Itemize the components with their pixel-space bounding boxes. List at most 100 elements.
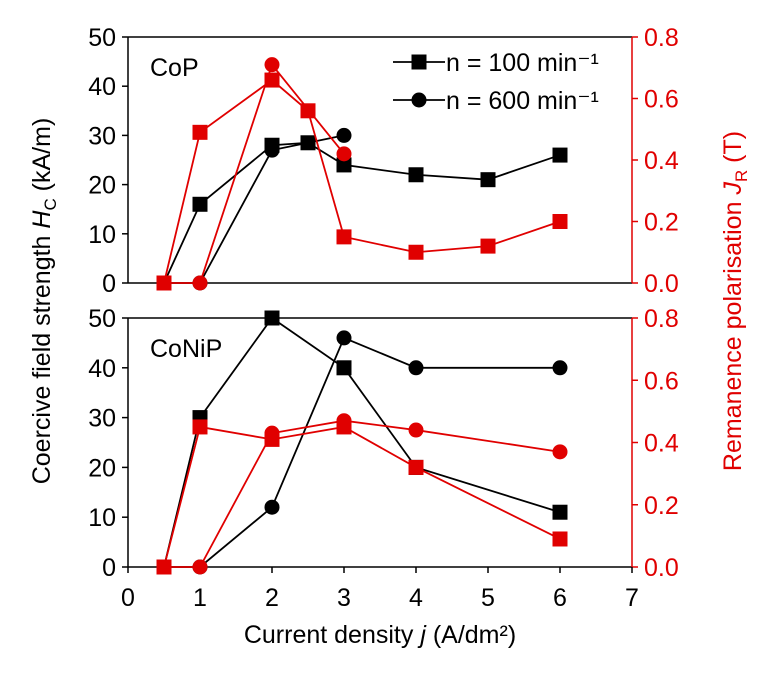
- y-left-axis-title: Coercive field strength HC (kA/m): [28, 118, 60, 485]
- x-axis-title: Current density j (A/dm²): [244, 621, 516, 649]
- data-point-circle: [336, 127, 352, 143]
- data-point-square: [552, 214, 568, 229]
- panel-label: CoNiP: [150, 335, 222, 363]
- data-point-circle: [336, 413, 352, 429]
- chart-panels: 010203040500.00.20.40.60.8CoP01020304050…: [88, 24, 679, 612]
- y-left-tick-label: 10: [88, 221, 116, 249]
- data-point-circle: [264, 57, 280, 73]
- data-point-square: [408, 244, 424, 260]
- data-point-square: [408, 167, 424, 183]
- x-tick-label: 6: [553, 584, 567, 612]
- series-line: [164, 134, 345, 284]
- data-point-square: [336, 157, 352, 173]
- x-tick-label: 0: [121, 584, 135, 612]
- x-tick-label: 3: [337, 584, 351, 612]
- legend-label: n = 100 min⁻¹: [446, 49, 599, 77]
- legend-entry: n = 600 min⁻¹: [393, 87, 599, 115]
- y-left-tick-label: 20: [88, 172, 116, 200]
- y-right-tick-label: 0.4: [644, 147, 679, 175]
- y-right-tick-label: 0.6: [644, 86, 679, 114]
- data-point-square: [552, 147, 568, 163]
- y-right-title-sub: R: [732, 170, 751, 182]
- data-point-circle: [336, 146, 352, 162]
- x-axis-title-var: j: [417, 621, 427, 649]
- panel-label: CoP: [150, 54, 199, 82]
- y-right-title-main: Remanence polarisation: [719, 195, 747, 472]
- x-tick-label: 5: [481, 584, 495, 612]
- data-point-square: [192, 419, 208, 435]
- series-hc-n-600: [156, 330, 568, 575]
- data-point-circle: [264, 499, 280, 515]
- y-right-title-var: J: [719, 182, 747, 196]
- data-point-circle: [264, 142, 280, 158]
- y-right-title-unit: (T): [719, 131, 747, 170]
- panel-conip: 0 10 20 30 40 50 0.0 0.2 0.4 0.6 0.8 0 1 2 3 4 5 6 7 CoNiP: [88, 305, 679, 612]
- series-line: [164, 336, 560, 568]
- series-line: [163, 78, 561, 284]
- data-point-square: [192, 124, 208, 140]
- y-left-title-var: H: [28, 210, 56, 229]
- y-left-tick-label: 50: [88, 24, 116, 52]
- series-line: [163, 425, 561, 568]
- data-point-square: [192, 196, 208, 212]
- series-jr-n-600: [156, 413, 568, 575]
- data-point-square: [408, 459, 424, 475]
- y-right-tick-label: 0.8: [644, 305, 679, 333]
- legend-circle-marker: [411, 92, 427, 108]
- y-left-title-sub: C: [41, 198, 60, 210]
- x-axis-title-main: Current density: [244, 621, 420, 649]
- legend-label: n = 600 min⁻¹: [446, 87, 599, 115]
- data-point-circle: [192, 559, 208, 575]
- legend-entry: n = 100 min⁻¹: [393, 49, 599, 77]
- y-left-tick-label: 50: [88, 305, 116, 333]
- y-right-tick-label: 0.2: [644, 492, 679, 520]
- data-point-square: [336, 229, 352, 245]
- x-tick-label: 7: [625, 584, 639, 612]
- data-point-square: [552, 504, 568, 520]
- y-right-tick-label: 0.2: [644, 209, 679, 237]
- y-left-tick-label: 10: [88, 504, 116, 532]
- data-point-square: [552, 531, 568, 547]
- legend: n = 100 min⁻¹ n = 600 min⁻¹: [393, 49, 599, 115]
- data-point-circle: [408, 422, 424, 438]
- y-left-title-main: Coercive field strength: [28, 229, 56, 485]
- legend-square-marker: [411, 54, 427, 70]
- y-left-tick-label: 0: [102, 270, 116, 298]
- series-line: [163, 316, 561, 568]
- y-left-tick-label: 0: [102, 554, 116, 582]
- x-tick-label: 2: [265, 584, 279, 612]
- data-point-square: [480, 238, 496, 254]
- data-point-circle: [156, 275, 172, 291]
- y-right-tick-label: 0.8: [644, 24, 679, 52]
- data-point-circle: [264, 425, 280, 441]
- data-point-circle: [192, 275, 208, 291]
- data-point-circle: [552, 360, 568, 376]
- y-right-tick-label: 0.0: [644, 554, 679, 582]
- y-left-tick-label: 40: [88, 355, 116, 383]
- panel-cop: 0 10 20 30 40 50 0.0 0.2 0.4 0.6 0.8 CoP: [88, 24, 679, 298]
- y-left-tick-label: 20: [88, 454, 116, 482]
- data-point-circle: [156, 559, 172, 575]
- data-point-circle: [336, 330, 352, 346]
- data-point-square: [336, 360, 352, 376]
- y-left-tick-label: 40: [88, 73, 116, 101]
- y-right-tick-label: 0.0: [644, 270, 679, 298]
- series-jr-n-600: [156, 57, 352, 291]
- y-left-title-unit: (kA/m): [28, 118, 56, 199]
- data-point-square: [480, 172, 496, 188]
- data-point-square: [264, 310, 280, 326]
- y-left-tick-label: 30: [88, 405, 116, 433]
- y-right-axis-title: Remanence polarisation JR (T): [719, 131, 751, 471]
- data-point-circle: [552, 444, 568, 460]
- series-line: [163, 141, 561, 284]
- y-left-tick-label: 30: [88, 122, 116, 150]
- x-tick-label: 1: [193, 584, 207, 612]
- series-jr-n-100: [156, 419, 568, 575]
- y-right-tick-label: 0.4: [644, 430, 679, 458]
- y-right-tick-label: 0.6: [644, 367, 679, 395]
- data-point-circle: [408, 360, 424, 376]
- x-axis-title-unit: (A/dm²): [426, 621, 516, 649]
- series-hc-n-100: [156, 135, 568, 291]
- series-line: [164, 62, 345, 284]
